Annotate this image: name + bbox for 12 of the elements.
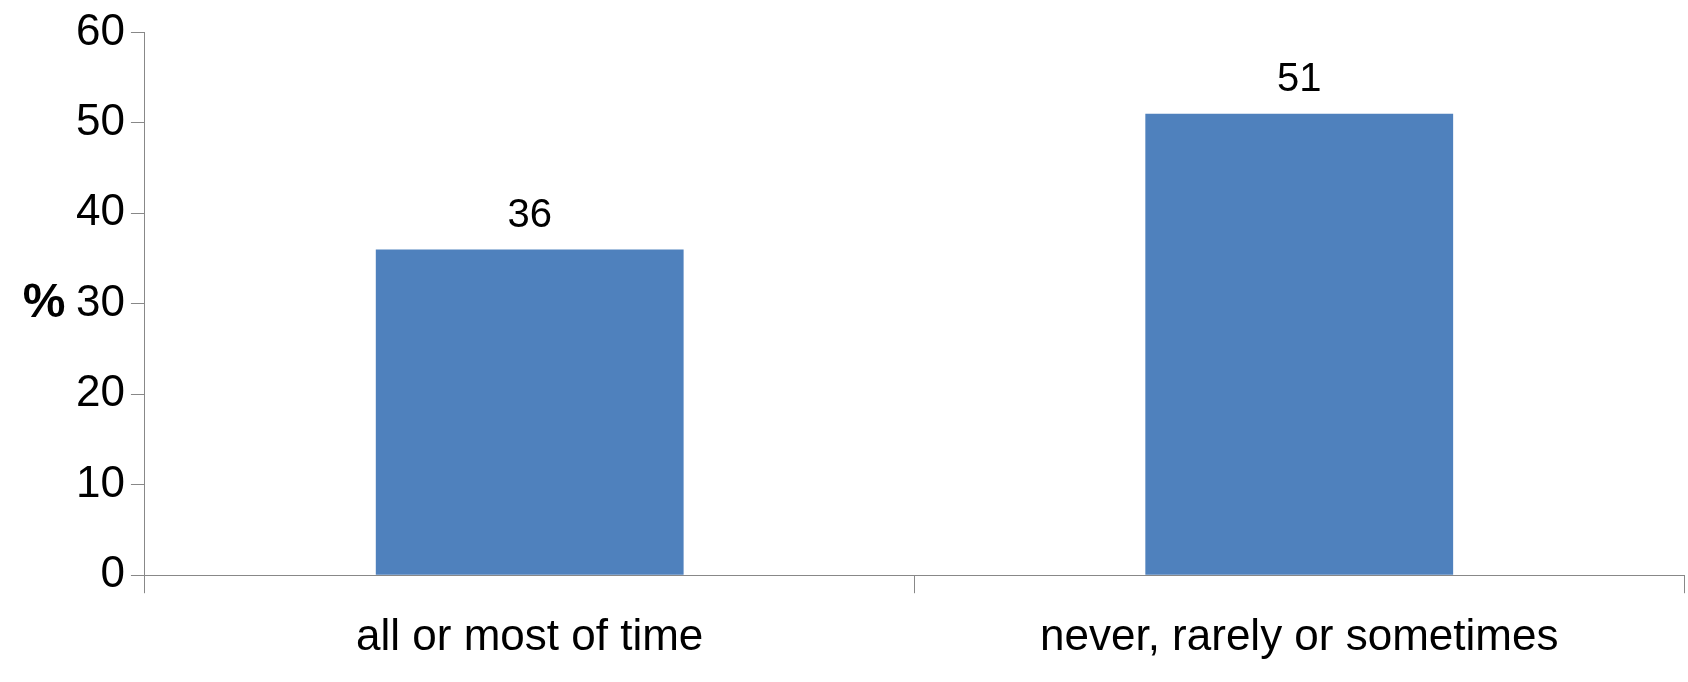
y-axis-title: % xyxy=(22,274,66,328)
data-label: 51 xyxy=(1276,54,1322,99)
y-tick-label: 10 xyxy=(75,456,125,506)
x-tick-label: all or most of time xyxy=(356,609,704,659)
data-label: 36 xyxy=(507,190,552,235)
y-tick-label: 20 xyxy=(75,366,125,416)
y-tick-label: 0 xyxy=(100,547,125,597)
y-tick-label: 40 xyxy=(75,185,125,235)
x-tick-label: never, rarely or sometimes xyxy=(1040,609,1559,659)
y-tick-label: 60 xyxy=(75,4,125,54)
y-tick-label: 50 xyxy=(75,95,125,145)
y-tick-label: 30 xyxy=(75,275,125,325)
